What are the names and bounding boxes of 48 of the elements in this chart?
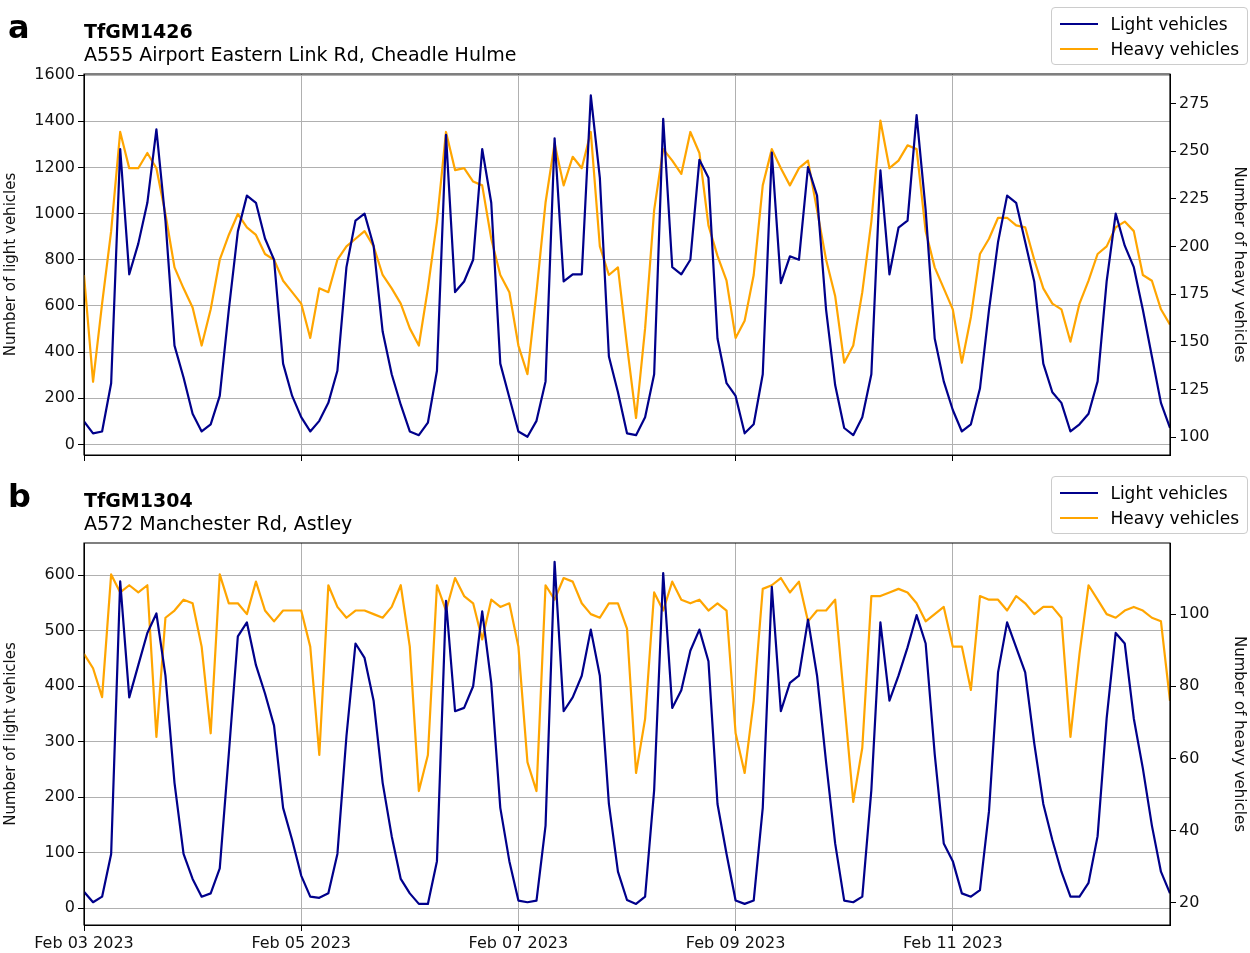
- x-tick-label: Feb 03 2023: [34, 932, 134, 952]
- y-axis-title: Number of light vehicles: [0, 172, 19, 357]
- chart-title: TfGM1426: [84, 20, 193, 42]
- x-tick-label: Feb 09 2023: [685, 932, 786, 952]
- y2-tick-label: 175: [1179, 283, 1210, 303]
- chart-subtitle: A555 Airport Eastern Link Rd, Cheadle Hulme: [84, 43, 517, 65]
- y-tick-label: 500: [44, 619, 75, 639]
- chart-title: TfGM1304: [84, 489, 193, 511]
- y-tick-label: 100: [44, 841, 75, 861]
- y-axis-title: Number of light vehicles: [0, 642, 19, 826]
- legend-label: Heavy vehicles: [1110, 38, 1239, 59]
- y-tick-label: 800: [44, 248, 75, 268]
- y-tick-label: 1000: [34, 202, 75, 222]
- y-tick-label: 400: [44, 675, 75, 695]
- y2-axis-title: Number of heavy vehicles: [1231, 636, 1250, 833]
- y2-tick-label: 150: [1179, 330, 1210, 350]
- chart-subtitle: A572 Manchester Rd, Astley: [84, 512, 353, 534]
- y-tick-label: 1600: [34, 64, 75, 84]
- y-tick-label: 1200: [34, 156, 75, 176]
- legend-label: Light vehicles: [1110, 482, 1228, 503]
- text: a: [8, 8, 30, 46]
- y2-axis-title: Number of heavy vehicles: [1231, 166, 1250, 363]
- y-tick-label: 1400: [34, 110, 75, 130]
- x-tick-label: Feb 11 2023: [903, 932, 1003, 952]
- y-tick-label: 200: [44, 786, 75, 806]
- y2-tick-label: 100: [1179, 426, 1210, 446]
- y2-tick-label: 250: [1179, 140, 1210, 160]
- y-tick-label: 600: [44, 295, 75, 315]
- legend-label: Heavy vehicles: [1110, 507, 1239, 528]
- y2-tick-label: 100: [1179, 603, 1210, 623]
- text: b: [8, 477, 31, 515]
- y-tick-label: 200: [44, 387, 75, 407]
- y2-tick-label: 275: [1179, 92, 1210, 112]
- y-tick-label: 0: [64, 433, 75, 453]
- y2-tick-label: 200: [1179, 235, 1210, 255]
- legend-label: Light vehicles: [1110, 13, 1228, 34]
- y-tick-label: 0: [64, 897, 75, 917]
- y2-tick-label: 225: [1179, 187, 1210, 207]
- y-tick-label: 400: [44, 341, 75, 361]
- x-tick-label: Feb 05 2023: [251, 932, 351, 952]
- y2-tick-label: 80: [1179, 675, 1200, 695]
- y2-tick-label: 125: [1179, 378, 1210, 398]
- x-tick-label: Feb 07 2023: [468, 932, 569, 952]
- y2-tick-label: 60: [1179, 747, 1200, 767]
- y2-tick-label: 40: [1179, 819, 1200, 839]
- y2-tick-label: 20: [1179, 892, 1200, 912]
- y-tick-label: 300: [44, 730, 75, 750]
- y-tick-label: 600: [44, 564, 75, 584]
